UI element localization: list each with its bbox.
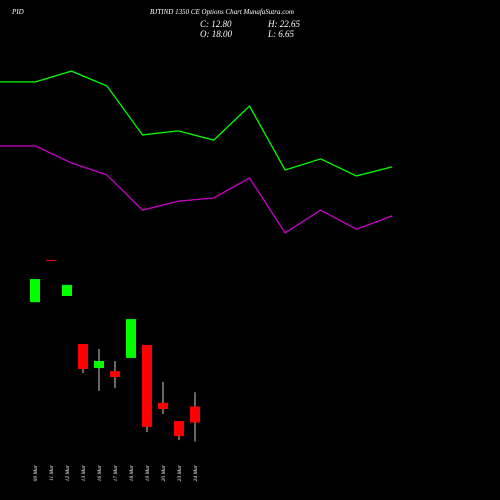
low-label: L: 6.65 [267, 29, 295, 39]
high-label: H: 22.65 [267, 19, 300, 29]
candle-body [94, 360, 104, 369]
x-tick-label: 09 Mar [33, 464, 39, 481]
candle-body [110, 371, 120, 377]
candle-body [190, 406, 200, 423]
candle-body [142, 344, 152, 427]
x-tick-label: 23 Mar [177, 464, 183, 481]
x-tick-label: 17 Mar [113, 464, 119, 481]
close-label: C: 12.80 [200, 19, 232, 29]
candle-body [62, 284, 72, 296]
open-label: O: 18.00 [200, 29, 232, 39]
symbol: PID [11, 8, 24, 16]
candle-body [174, 421, 184, 437]
x-tick-label: 24 Mar [192, 464, 199, 481]
x-tick-label: 11 Mar [49, 464, 55, 481]
candle-body [78, 344, 88, 369]
x-tick-label: 16 Mar [97, 464, 103, 481]
x-tick-label: 13 Mar [81, 464, 87, 481]
x-tick-label: 12 Mar [65, 464, 71, 481]
chart-title: BJTIND 1350 CE Options Chart MunafaSutra… [150, 8, 294, 16]
x-tick-label: 19 Mar [145, 464, 151, 481]
x-tick-label: 20 Mar [161, 464, 167, 481]
line-series [0, 70, 393, 177]
line-series [0, 145, 393, 234]
candle-body [126, 319, 136, 358]
candle-body [30, 279, 40, 303]
candle-body [46, 259, 56, 261]
candle-body [158, 402, 168, 410]
x-tick-label: 18 Mar [129, 464, 135, 481]
